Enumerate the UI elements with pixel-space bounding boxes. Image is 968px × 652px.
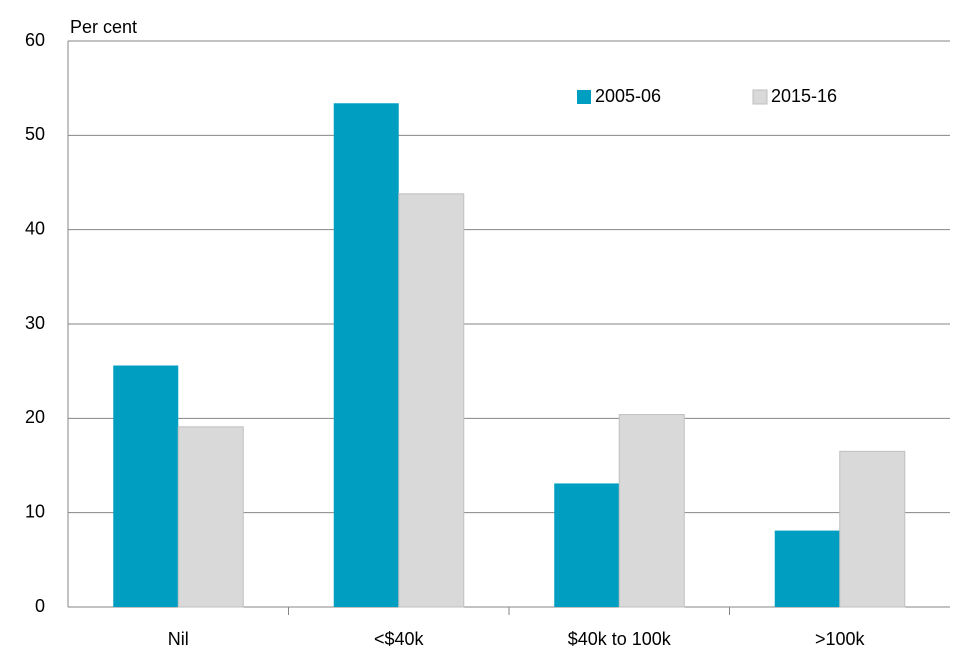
x-tick-label: $40k to 100k <box>568 629 672 649</box>
bar <box>554 483 620 607</box>
bar <box>774 530 840 607</box>
legend-swatch <box>577 90 591 104</box>
x-tick-label: >100k <box>815 629 866 649</box>
y-tick-label: 10 <box>25 501 45 521</box>
y-tick-label: 0 <box>35 596 45 616</box>
y-tick-label: 30 <box>25 313 45 333</box>
bar <box>398 193 465 608</box>
x-tick-label: Nil <box>168 629 189 649</box>
legend-swatch <box>752 89 768 105</box>
legend-label: 2005-06 <box>595 86 661 106</box>
bar <box>113 365 179 607</box>
legend-label: 2015-16 <box>771 86 837 106</box>
y-tick-label: 50 <box>25 124 45 144</box>
bar <box>177 426 244 608</box>
y-axis-label: Per cent <box>70 17 137 37</box>
bar <box>333 103 399 607</box>
y-tick-label: 60 <box>25 30 45 50</box>
y-tick-label: 20 <box>25 407 45 427</box>
bar <box>618 414 685 608</box>
x-tick-label: <$40k <box>374 629 425 649</box>
bar <box>839 450 906 608</box>
y-tick-label: 40 <box>25 218 45 238</box>
